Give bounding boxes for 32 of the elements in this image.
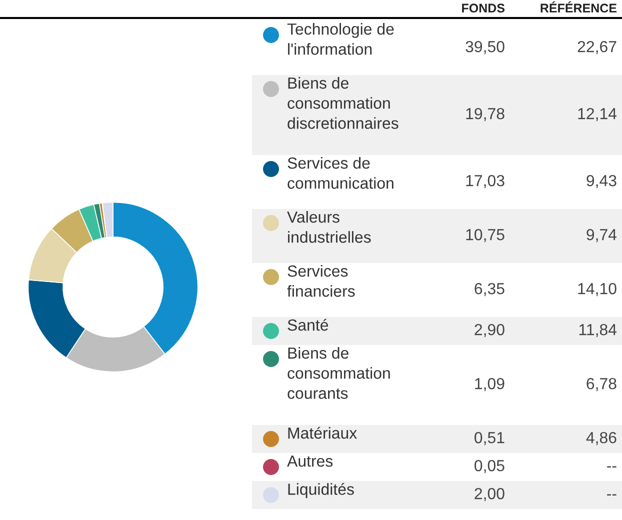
data-label: 0,05 <box>474 460 504 474</box>
data-label: 1,09 <box>475 378 504 392</box>
text: 4,86 <box>586 432 616 446</box>
legend-label: Autres <box>287 456 333 467</box>
legend-label: Matériaux <box>288 426 357 439</box>
legend-label: Services de communication <box>288 157 394 189</box>
legend-label: Biens de consommation discretionnaires <box>288 77 398 129</box>
data-label: 19,78 <box>466 108 504 122</box>
data-label: 2,00 <box>474 488 504 502</box>
data-label: 10,75 <box>466 228 504 242</box>
text: -- <box>607 466 616 468</box>
text: FONDS <box>462 4 505 13</box>
text: RÉFÉRENCE <box>540 1 617 13</box>
legend-label: Liquidités <box>288 483 354 498</box>
text: 14,10 <box>578 282 616 296</box>
data-label: 17,03 <box>466 174 504 188</box>
data-label: 39,50 <box>466 40 504 54</box>
text: 11,84 <box>579 324 617 338</box>
text: 9,74 <box>586 228 617 242</box>
text: 12,14 <box>578 108 617 122</box>
legend-label: Santé <box>288 318 328 331</box>
legend-label: Biens de consommation courants <box>288 347 390 399</box>
text: -- <box>607 494 616 496</box>
data-label: 6,35 <box>474 282 504 296</box>
data-label: 2,90 <box>474 324 504 338</box>
text: 6,78 <box>586 378 616 392</box>
legend-label: Technologie de l'information <box>287 23 394 55</box>
text: 22,67 <box>578 40 616 54</box>
legend-label: Valeurs industrielles <box>287 211 371 243</box>
data-label: 0,51 <box>474 432 504 446</box>
legend-label: Services financiers <box>287 265 355 297</box>
text: 9,43 <box>586 174 616 188</box>
